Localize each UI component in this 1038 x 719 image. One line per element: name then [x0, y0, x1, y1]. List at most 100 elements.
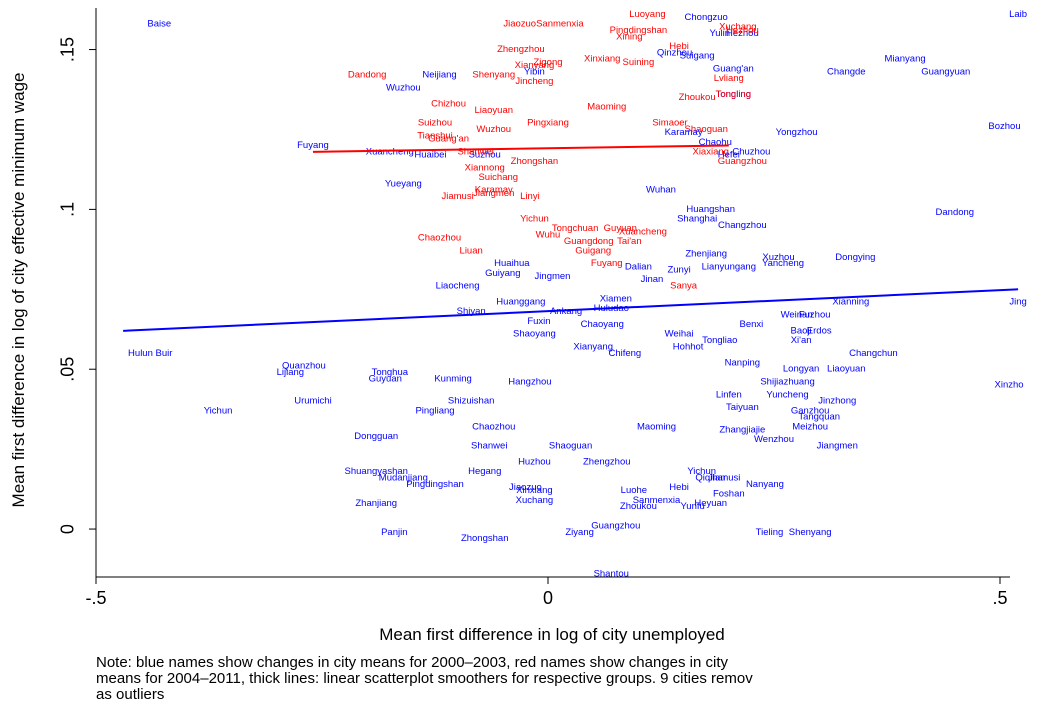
city-label: Yunfu	[680, 501, 704, 512]
city-label: Xiamen	[600, 293, 632, 304]
city-label: Luohe	[621, 485, 647, 496]
city-label: Shiyan	[457, 306, 486, 317]
city-label: Yongzhou	[776, 127, 818, 138]
city-label: Chaoyang	[581, 319, 624, 330]
y-tick-label: .1	[58, 202, 78, 217]
city-label: Tongliao	[702, 335, 737, 346]
city-label: Urumichi	[294, 396, 331, 407]
city-label: Dandong	[348, 70, 387, 81]
x-axis-label: Mean first difference in log of city une…	[379, 625, 725, 644]
city-label: Zhongshan	[511, 156, 559, 167]
city-label: Laib	[1009, 9, 1027, 20]
city-label: Lvliang	[714, 73, 744, 84]
city-label: Zhengzhou	[583, 456, 631, 467]
city-label: Wuzhou	[386, 82, 421, 93]
figure-note: Note: blue names show changes in city me…	[96, 654, 753, 703]
city-label: Wuzhou	[476, 124, 511, 135]
city-label: Xuchang	[719, 22, 757, 33]
city-label: Chizhou	[431, 98, 466, 109]
city-label: Guang'an	[428, 134, 469, 145]
city-label: Zhongshan	[461, 533, 509, 544]
city-label: Tonghua	[372, 367, 409, 378]
city-label: Baoji	[791, 325, 812, 336]
city-label: Yueyang	[385, 178, 422, 189]
city-label: Wuhan	[646, 185, 676, 196]
city-label: Shanwei	[471, 440, 507, 451]
city-label: Shenyang	[789, 527, 832, 538]
city-label: Zhenjiang	[685, 249, 727, 260]
city-label: Jiangmen	[817, 440, 858, 451]
city-label: Yuncheng	[766, 389, 808, 400]
city-label: Hulun Buir	[128, 348, 172, 359]
city-label: Jincheng	[515, 76, 553, 87]
city-label: Lijiang	[277, 367, 304, 378]
city-label: Tongling	[716, 89, 751, 100]
city-label: Suichang	[478, 172, 518, 183]
city-label: Huanggang	[496, 297, 545, 308]
city-label: Shaoguan	[685, 124, 728, 135]
city-label: Guangyuan	[921, 66, 970, 77]
city-label: Chongzuo	[685, 12, 728, 23]
city-label: Qiqihar	[695, 472, 726, 483]
city-label: Suigang	[680, 50, 715, 61]
city-label: Zunyi	[667, 265, 690, 276]
city-label: Shenyang	[472, 70, 515, 81]
city-label: Shanwei	[457, 146, 493, 157]
city-label: Changzhou	[718, 220, 767, 231]
city-label: Guangdong	[564, 236, 614, 247]
city-label: Dongying	[835, 252, 875, 263]
city-label: Huaibei	[414, 150, 446, 161]
city-label: Zhanjiang	[355, 498, 397, 509]
city-label: Nanping	[725, 357, 760, 368]
city-label: Hezhou	[726, 25, 759, 36]
city-label: Karamay	[665, 127, 703, 138]
city-label: Xi'an	[791, 335, 812, 346]
city-label: Suzhou	[469, 150, 501, 161]
city-label: Xuchang	[516, 495, 554, 506]
city-label: Hangzhou	[508, 377, 551, 388]
city-label: Liuan	[460, 245, 483, 256]
city-label: Jiangmen	[473, 188, 514, 199]
y-tick-label: 0	[58, 524, 78, 534]
city-label: Tianshui	[417, 130, 453, 141]
city-label: Mudanjiang	[379, 472, 428, 483]
city-label: Jiaozuo	[509, 482, 542, 493]
city-label: Linyi	[520, 191, 540, 202]
city-label: Zhengzhou	[497, 44, 545, 55]
city-label: Xianyang	[515, 60, 555, 71]
fit-line	[312, 144, 729, 153]
city-label: Ziyang	[565, 527, 594, 538]
city-label: Ganzhou	[791, 405, 830, 416]
city-label: Panjin	[381, 527, 407, 538]
city-label: Luoyang	[629, 9, 665, 20]
city-label: Tangquan	[798, 412, 840, 423]
city-label: Jing	[1009, 297, 1026, 308]
city-label: Pingliang	[415, 405, 454, 416]
city-label: Xianning	[832, 297, 869, 308]
city-label: Bozhou	[988, 121, 1020, 132]
city-label: Sanya	[670, 281, 698, 292]
city-label: Chuzhou	[732, 146, 770, 157]
city-label: Shizuishan	[448, 396, 494, 407]
city-label: Guangzhou	[591, 520, 640, 531]
city-label: Tieling	[756, 527, 784, 538]
city-label: Weihai	[665, 329, 694, 340]
city-label: Shanghai	[677, 213, 717, 224]
city-label: Xinxiang	[584, 54, 620, 65]
city-label: Dandong	[936, 207, 975, 218]
city-label: Karamay	[475, 185, 513, 196]
city-label: Guang'an	[713, 63, 754, 74]
city-label: Shijiazhuang	[760, 377, 814, 388]
city-label: Quanzhou	[282, 361, 326, 372]
city-label: Jinan	[641, 274, 664, 285]
city-label: Sanmenxia	[633, 495, 681, 506]
city-label: Tongling	[716, 89, 751, 100]
city-label: Jinzhong	[818, 396, 856, 407]
city-label: Fuzhou	[799, 309, 831, 320]
city-label: Changde	[827, 66, 866, 77]
y-tick-label: .15	[58, 37, 78, 62]
city-label: Huaihua	[494, 258, 530, 269]
city-label: Linfen	[716, 389, 742, 400]
